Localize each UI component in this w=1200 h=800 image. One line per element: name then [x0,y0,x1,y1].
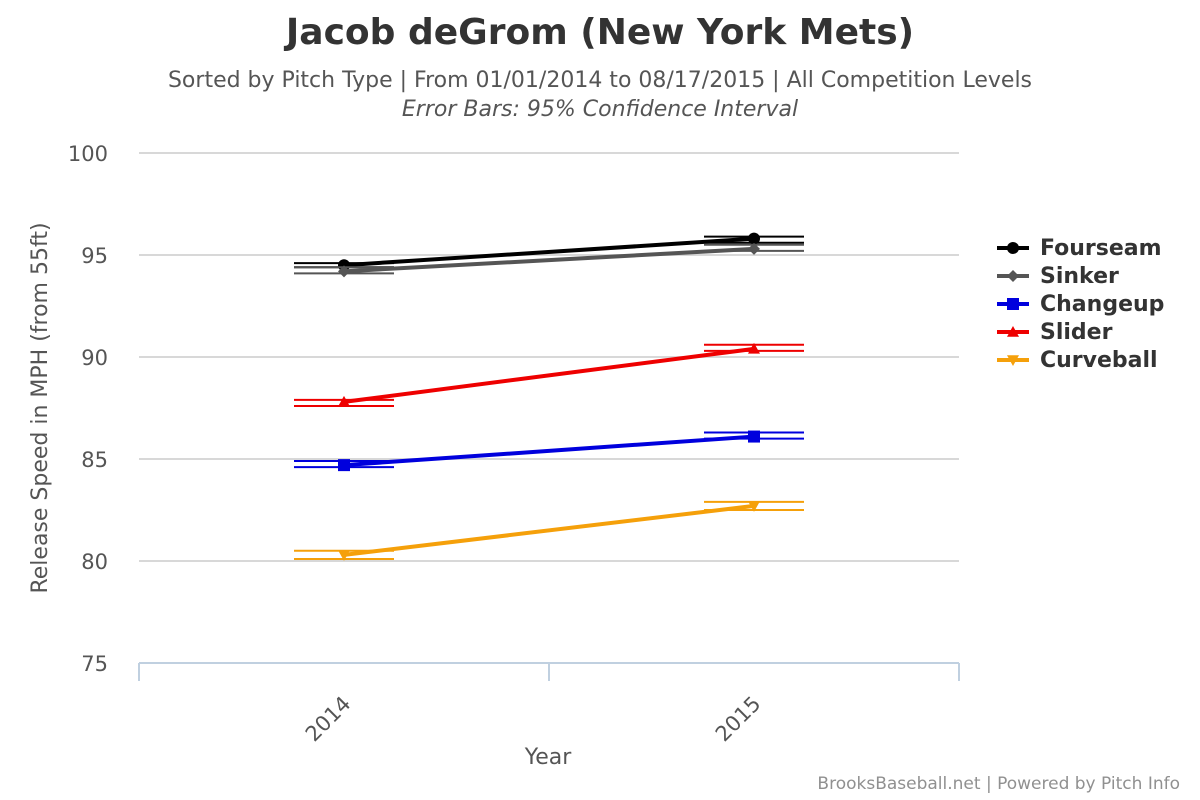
legend-label: Sinker [1040,263,1119,289]
square-marker-icon [997,298,1029,310]
series-slider [294,342,804,407]
y-tick-label: 100 [68,142,108,166]
legend-label: Fourseam [1040,235,1162,261]
y-tick-label: 95 [81,244,108,268]
legend-marker[interactable] [1007,242,1019,254]
triangle-marker-icon [997,326,1029,337]
series-curveball [294,500,804,561]
data-point[interactable] [338,265,350,278]
legend-label: Slider [1040,319,1113,345]
data-point[interactable] [338,395,350,407]
diamond-marker-icon [997,270,1029,282]
series-line[interactable] [343,246,755,274]
x-axis-label: Year [524,745,573,770]
legend-item-fourseam[interactable]: Fourseam [996,234,1164,262]
y-tick-label: 85 [81,448,108,472]
circle-marker-icon [997,242,1029,254]
y-axis: 75 80 85 90 95 100 [68,142,108,676]
chart-error-bar-note: Error Bars: 95% Confidence Interval [401,97,799,122]
chart-subtitle: Sorted by Pitch Type | From 01/01/2014 t… [167,68,1033,93]
data-point[interactable] [338,550,350,561]
series-layer [294,232,804,561]
data-point[interactable] [338,459,350,472]
legend-label: Changeup [1040,291,1165,317]
chart-title: Jacob deGrom (New York Mets) [285,12,915,53]
legend: Fourseam Sinker Changeup Slider Curveball [996,234,1164,374]
legend-marker[interactable] [1007,298,1019,310]
y-tick-label: 75 [81,652,108,676]
credits[interactable]: BrooksBaseball.net | Powered by Pitch In… [817,774,1180,794]
data-point[interactable] [748,232,760,245]
legend-item-changeup[interactable]: Changeup [996,290,1164,318]
data-point[interactable] [748,342,760,354]
triangle-down-marker-icon [997,355,1029,366]
y-tick-label: 80 [81,550,108,574]
series-line[interactable] [343,346,755,404]
legend-marker[interactable] [1007,270,1019,282]
series-line[interactable] [343,503,755,557]
x-axis: 2014 2015 [138,662,960,747]
legend-marker[interactable] [1007,326,1019,337]
legend-marker[interactable] [1007,355,1019,366]
series-line[interactable] [343,434,755,468]
grid-lines [139,152,959,562]
data-point[interactable] [748,242,760,255]
data-point[interactable] [748,430,760,443]
y-axis-label: Release Speed in MPH (from 55ft) [28,222,53,593]
x-tick-label: 2014 [301,692,356,747]
data-point[interactable] [748,501,760,512]
x-tick-label: 2015 [711,692,766,747]
legend-label: Curveball [1040,347,1158,373]
legend-item-sinker[interactable]: Sinker [996,262,1164,290]
series-changeup [294,430,804,472]
legend-item-curveball[interactable]: Curveball [996,346,1164,374]
y-tick-label: 90 [81,346,108,370]
series-sinker [294,242,804,278]
series-line[interactable] [343,236,755,268]
legend-item-slider[interactable]: Slider [996,318,1164,346]
